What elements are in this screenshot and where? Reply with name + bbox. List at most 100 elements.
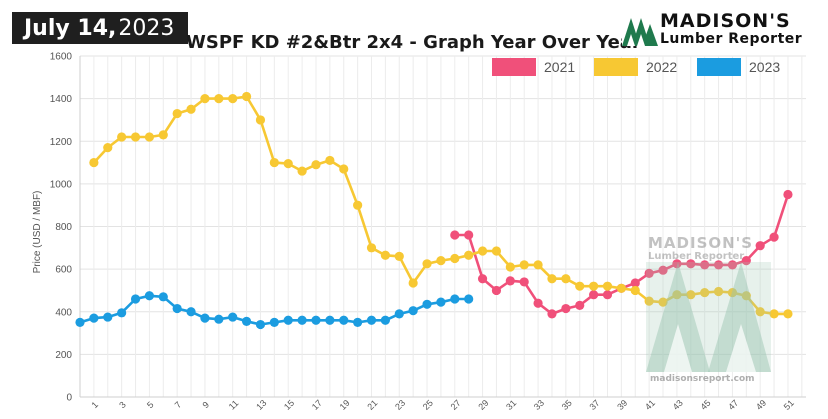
data-point-2022[interactable] <box>255 115 266 125</box>
data-point-2021[interactable] <box>547 309 557 319</box>
data-point-2022[interactable] <box>630 285 640 296</box>
data-point-2023[interactable] <box>172 303 182 314</box>
data-point-2021[interactable] <box>602 290 613 300</box>
data-point-2022[interactable] <box>519 260 529 270</box>
data-point-2023[interactable] <box>325 315 335 325</box>
data-point-2022[interactable] <box>533 260 543 270</box>
data-point-2021[interactable] <box>741 256 751 266</box>
data-point-2021[interactable] <box>505 276 515 286</box>
data-point-2021[interactable] <box>672 259 682 269</box>
data-point-2022[interactable] <box>241 91 252 102</box>
data-point-2022[interactable] <box>283 159 293 169</box>
data-point-2021[interactable] <box>630 278 640 288</box>
data-point-2022[interactable] <box>464 250 474 260</box>
data-point-2021[interactable] <box>477 274 488 284</box>
data-point-2023[interactable] <box>144 291 155 301</box>
data-point-2023[interactable] <box>103 312 113 322</box>
data-point-2023[interactable] <box>380 315 390 325</box>
data-point-2022[interactable] <box>144 132 155 142</box>
data-point-2021[interactable] <box>727 260 738 270</box>
data-point-2023[interactable] <box>311 315 321 325</box>
data-point-2022[interactable] <box>117 132 127 142</box>
legend-item-2021[interactable]: 2021 <box>492 58 575 76</box>
data-point-2022[interactable] <box>477 246 488 256</box>
data-point-2022[interactable] <box>769 309 779 319</box>
data-point-2022[interactable] <box>727 287 738 298</box>
data-point-2022[interactable] <box>561 274 571 284</box>
data-point-2021[interactable] <box>450 230 460 240</box>
legend-item-2023[interactable]: 2023 <box>697 58 780 76</box>
data-point-2023[interactable] <box>339 315 349 325</box>
data-point-2022[interactable] <box>394 251 404 261</box>
data-point-2023[interactable] <box>408 306 418 316</box>
data-point-2022[interactable] <box>200 94 210 104</box>
data-point-2021[interactable] <box>519 277 529 287</box>
data-point-2022[interactable] <box>353 200 363 210</box>
data-point-2021[interactable] <box>700 260 710 270</box>
data-point-2022[interactable] <box>436 256 446 266</box>
data-point-2023[interactable] <box>436 297 446 307</box>
data-point-2022[interactable] <box>491 246 502 256</box>
data-point-2021[interactable] <box>533 298 543 308</box>
data-point-2022[interactable] <box>616 283 626 293</box>
data-point-2022[interactable] <box>672 290 682 300</box>
data-point-2023[interactable] <box>158 292 168 302</box>
data-point-2022[interactable] <box>644 296 654 306</box>
data-point-2021[interactable] <box>769 232 779 242</box>
data-point-2022[interactable] <box>602 281 613 291</box>
data-point-2022[interactable] <box>311 160 321 170</box>
data-point-2023[interactable] <box>297 315 307 325</box>
data-point-2022[interactable] <box>408 278 418 288</box>
data-point-2022[interactable] <box>89 157 99 168</box>
data-point-2021[interactable] <box>561 303 571 314</box>
data-point-2022[interactable] <box>658 297 668 307</box>
data-point-2023[interactable] <box>130 294 141 304</box>
data-point-2022[interactable] <box>713 286 724 297</box>
data-point-2023[interactable] <box>394 309 404 319</box>
data-point-2022[interactable] <box>297 166 307 176</box>
data-point-2022[interactable] <box>741 291 751 301</box>
data-point-2023[interactable] <box>241 316 252 326</box>
data-point-2023[interactable] <box>214 314 224 324</box>
data-point-2023[interactable] <box>450 294 460 304</box>
data-point-2022[interactable] <box>450 253 460 264</box>
data-point-2021[interactable] <box>686 259 696 269</box>
data-point-2022[interactable] <box>755 307 765 317</box>
data-point-2021[interactable] <box>644 268 654 278</box>
legend-item-2022[interactable]: 2022 <box>594 58 677 76</box>
data-point-2021[interactable] <box>589 290 599 300</box>
data-point-2023[interactable] <box>283 315 293 325</box>
data-point-2021[interactable] <box>713 260 724 270</box>
data-point-2022[interactable] <box>130 132 141 142</box>
data-point-2023[interactable] <box>422 299 432 309</box>
data-point-2022[interactable] <box>783 309 793 319</box>
data-point-2022[interactable] <box>228 94 238 104</box>
data-point-2021[interactable] <box>755 241 765 251</box>
data-point-2023[interactable] <box>353 317 363 328</box>
data-point-2021[interactable] <box>575 300 585 310</box>
data-point-2023[interactable] <box>89 313 99 323</box>
data-point-2023[interactable] <box>255 319 266 330</box>
data-point-2023[interactable] <box>186 307 196 317</box>
data-point-2023[interactable] <box>75 317 85 328</box>
data-point-2022[interactable] <box>339 164 349 174</box>
data-point-2022[interactable] <box>589 281 599 291</box>
data-point-2021[interactable] <box>491 285 502 296</box>
data-point-2022[interactable] <box>325 155 335 166</box>
data-point-2023[interactable] <box>464 294 474 304</box>
data-point-2022[interactable] <box>575 281 585 291</box>
data-point-2022[interactable] <box>686 290 696 300</box>
data-point-2022[interactable] <box>158 130 168 140</box>
data-point-2023[interactable] <box>117 308 127 318</box>
data-point-2021[interactable] <box>658 265 668 275</box>
data-point-2021[interactable] <box>783 189 793 200</box>
data-point-2022[interactable] <box>700 287 710 298</box>
data-point-2022[interactable] <box>186 104 196 114</box>
data-point-2022[interactable] <box>547 274 557 284</box>
data-point-2023[interactable] <box>269 317 279 328</box>
data-point-2023[interactable] <box>200 313 210 323</box>
data-point-2022[interactable] <box>172 108 182 119</box>
data-point-2022[interactable] <box>380 250 390 260</box>
data-point-2023[interactable] <box>228 312 238 322</box>
data-point-2022[interactable] <box>103 143 113 153</box>
